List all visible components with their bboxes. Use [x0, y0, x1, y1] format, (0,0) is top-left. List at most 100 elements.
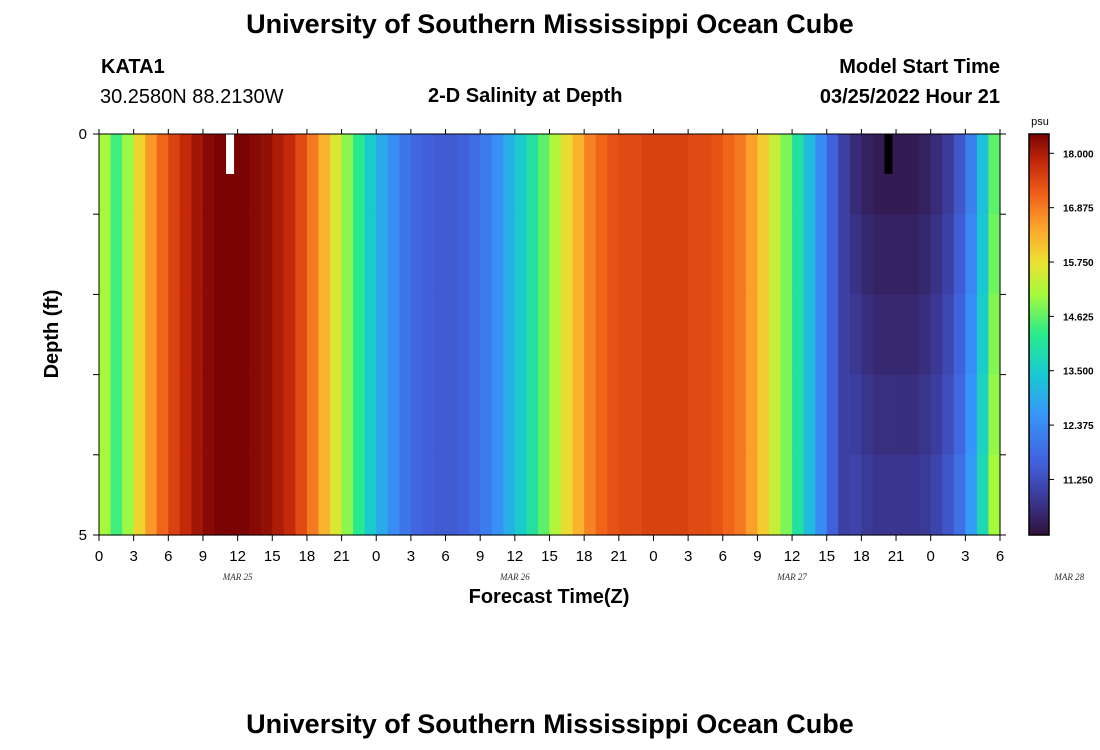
heatmap-cell — [630, 134, 643, 215]
heatmap-cell — [387, 454, 400, 536]
heatmap-cell — [480, 134, 493, 215]
heatmap-cell — [318, 454, 331, 536]
heatmap-cell — [364, 134, 377, 215]
heatmap-cell — [584, 294, 597, 376]
heatmap-cell — [399, 214, 412, 295]
heatmap-cell — [283, 134, 296, 215]
heatmap-cell — [145, 294, 158, 376]
heatmap-cell — [607, 294, 620, 376]
heatmap-cell — [988, 294, 1001, 376]
heatmap-cell — [433, 134, 447, 215]
heatmap-cell — [988, 454, 1001, 536]
heatmap-cell — [237, 454, 250, 536]
heatmap-cell — [295, 454, 308, 536]
heatmap-cell — [665, 294, 678, 376]
heatmap-cell — [861, 214, 874, 295]
heatmap-cell — [249, 134, 262, 215]
y-axis-title: Depth (ft) — [41, 290, 63, 379]
heatmap-cell — [364, 454, 377, 536]
heatmap-cell — [849, 214, 862, 295]
heatmap-cell — [145, 134, 158, 215]
heatmap-cell — [306, 454, 320, 536]
heatmap-cell — [260, 454, 273, 536]
heatmap-cell — [376, 454, 389, 536]
heatmap-cell — [734, 294, 747, 376]
heatmap-cell — [815, 294, 828, 376]
heatmap-cell — [422, 294, 435, 376]
heatmap-cell — [457, 294, 470, 376]
heatmap-cell — [688, 134, 701, 215]
heatmap-cell — [757, 214, 770, 295]
heatmap-cell — [410, 214, 424, 295]
heatmap-cell — [249, 454, 262, 536]
heatmap-cell — [110, 214, 123, 295]
heatmap-cell — [295, 214, 308, 295]
heatmap-cell — [491, 374, 504, 456]
heatmap-cell — [410, 374, 424, 456]
heatmap-cell — [826, 374, 839, 456]
heatmap-cell — [930, 214, 943, 295]
bottom-page-title: University of Southern Mississippi Ocean… — [246, 709, 854, 739]
heatmap-cell — [330, 454, 343, 536]
heatmap-cell — [283, 214, 296, 295]
heatmap-cell — [722, 454, 735, 536]
heatmap-cell — [722, 294, 735, 376]
heatmap-cell — [942, 214, 955, 295]
heatmap-cell — [826, 454, 839, 536]
x-tick-label: 15 — [541, 548, 558, 565]
heatmap-cell — [445, 374, 458, 456]
heatmap-cell — [630, 294, 643, 376]
heatmap-cell — [907, 294, 920, 376]
heatmap-cell — [965, 454, 978, 536]
heatmap-cell — [503, 214, 516, 295]
heatmap-cell — [849, 454, 862, 536]
heatmap-cell — [99, 134, 112, 215]
heatmap-cell — [988, 134, 1001, 215]
heatmap-cell — [353, 374, 366, 456]
heatmap-cell — [630, 374, 643, 456]
heatmap-cell — [237, 214, 250, 295]
heatmap-cell — [561, 214, 574, 295]
heatmap-cell — [676, 374, 689, 456]
x-axis-title: Forecast Time(Z) — [469, 586, 630, 608]
heatmap-cell — [792, 374, 805, 456]
heatmap-cell — [688, 374, 701, 456]
heatmap-cell — [803, 134, 816, 215]
heatmap-cell — [641, 454, 655, 536]
heatmap-cell — [745, 214, 759, 295]
heatmap-cell — [214, 374, 227, 456]
heatmap-cell — [468, 294, 481, 376]
heatmap-cell — [422, 374, 435, 456]
heatmap-cell — [191, 214, 204, 295]
heatmap-cell — [699, 294, 712, 376]
colorbar-tick-label: 16.875 — [1063, 204, 1094, 215]
heatmap-cell — [410, 454, 424, 536]
heatmap-cell — [387, 374, 400, 456]
heatmap-cell — [353, 134, 366, 215]
heatmap-cell — [907, 214, 920, 295]
heatmap-cell — [930, 374, 943, 456]
heatmap-cell — [976, 454, 990, 536]
heatmap-cell — [572, 134, 585, 215]
heatmap-cell — [191, 454, 204, 536]
heatmap-cell — [249, 214, 262, 295]
heatmap-cell — [537, 294, 551, 376]
heatmap-cell — [514, 214, 527, 295]
heatmap-cell — [202, 294, 216, 376]
heatmap-cell — [584, 374, 597, 456]
heatmap-cell — [468, 374, 481, 456]
heatmap-cell — [318, 374, 331, 456]
heatmap-cell — [503, 134, 516, 215]
heatmap-cell — [607, 134, 620, 215]
heatmap-cell — [780, 134, 793, 215]
heatmap-cell — [872, 454, 886, 536]
heatmap-cell — [433, 214, 447, 295]
heatmap-cell — [133, 294, 146, 376]
heatmap-cell — [618, 374, 631, 456]
heatmap-cell — [122, 134, 135, 215]
x-tick-label: 0 — [95, 548, 103, 565]
x-tick-label: 3 — [129, 548, 137, 565]
heatmap-cell — [99, 294, 112, 376]
heatmap-cell — [826, 134, 839, 215]
